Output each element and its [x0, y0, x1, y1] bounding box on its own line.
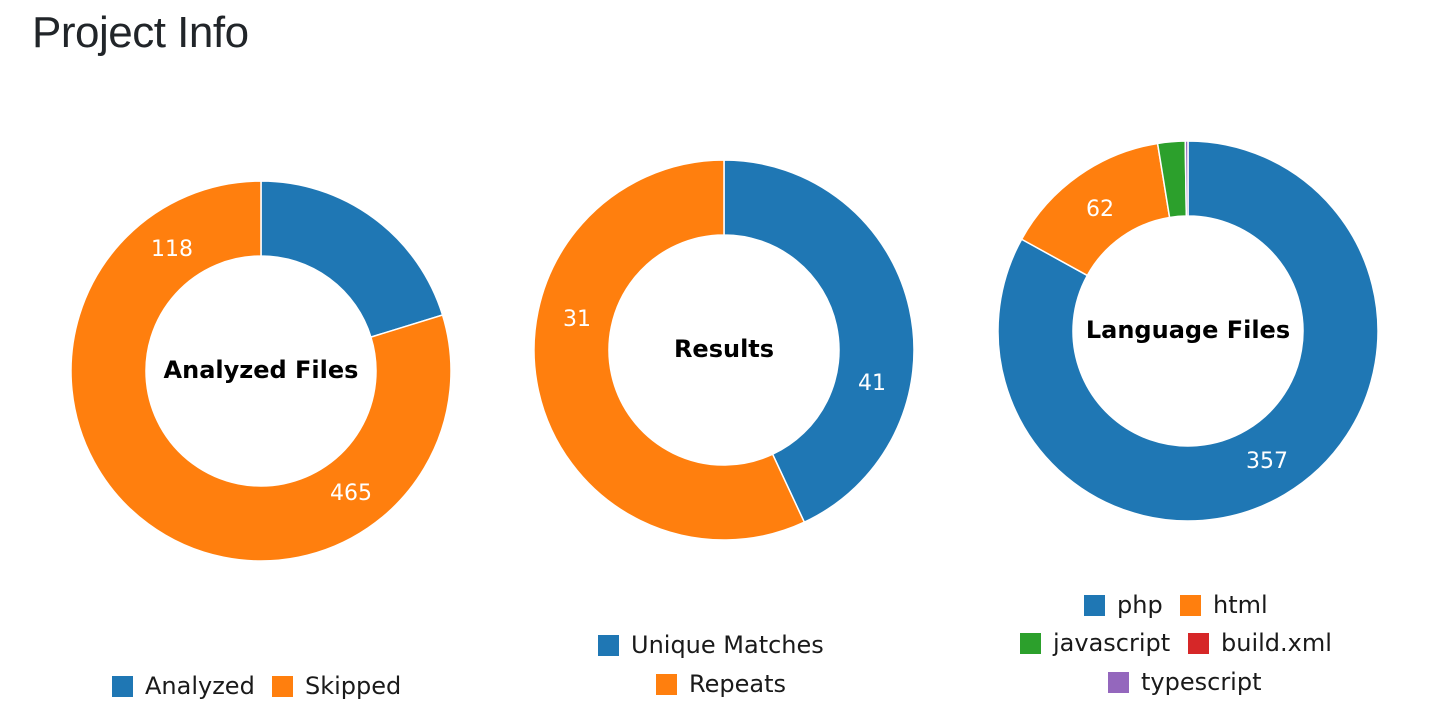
data-label-analyzed: 118: [151, 237, 193, 262]
legend-label-repeats[interactable]: Repeats: [689, 670, 786, 698]
data-label-html: 62: [1086, 197, 1114, 222]
legend-swatch-build-xml[interactable]: [1188, 633, 1209, 654]
donut-chart-results: 31 41 Results Unique Matches Repeats: [533, 159, 915, 698]
page-title: Project Info: [32, 8, 249, 57]
slice-repeats[interactable]: [533, 159, 806, 541]
legend-label-analyzed[interactable]: Analyzed: [145, 672, 255, 700]
data-label-php: 357: [1246, 449, 1288, 474]
legend-label-build-xml[interactable]: build.xml: [1221, 629, 1332, 657]
slice-unique-matches[interactable]: [723, 159, 915, 524]
legend-label-html[interactable]: html: [1213, 591, 1268, 619]
legend-swatch-analyzed[interactable]: [112, 676, 133, 697]
legend-swatch-typescript[interactable]: [1108, 672, 1129, 693]
legend-swatch-repeats[interactable]: [656, 674, 677, 695]
chart-title: Analyzed Files: [164, 356, 359, 384]
legend-swatch-html[interactable]: [1180, 595, 1201, 616]
legend-swatch-unique-matches[interactable]: [598, 635, 619, 656]
legend-swatch-php[interactable]: [1084, 595, 1105, 616]
legend-swatch-javascript[interactable]: [1020, 633, 1041, 654]
legend-label-javascript[interactable]: javascript: [1052, 629, 1170, 657]
data-label-unique-matches: 31: [563, 307, 591, 332]
data-label-repeats: 41: [858, 371, 886, 396]
legend-label-typescript[interactable]: typescript: [1141, 668, 1262, 696]
donut-chart-analyzed-files: 118 465 Analyzed Files Analyzed Skipped: [70, 180, 452, 700]
slice-analyzed[interactable]: [260, 180, 444, 339]
chart-title: Results: [674, 335, 774, 363]
donut-chart-language-files: 357 62 Language Files php html javascript buil…: [997, 140, 1379, 696]
slice-typescript[interactable]: [1184, 140, 1189, 217]
slice-skipped[interactable]: [70, 180, 452, 562]
chart-title: Language Files: [1086, 316, 1290, 344]
slice-php[interactable]: [997, 140, 1379, 522]
legend-label-php[interactable]: php: [1117, 591, 1163, 619]
data-label-skipped: 465: [330, 481, 372, 506]
legend-swatch-skipped[interactable]: [272, 676, 293, 697]
legend-label-skipped[interactable]: Skipped: [305, 672, 401, 700]
legend-label-unique-matches[interactable]: Unique Matches: [631, 631, 824, 659]
